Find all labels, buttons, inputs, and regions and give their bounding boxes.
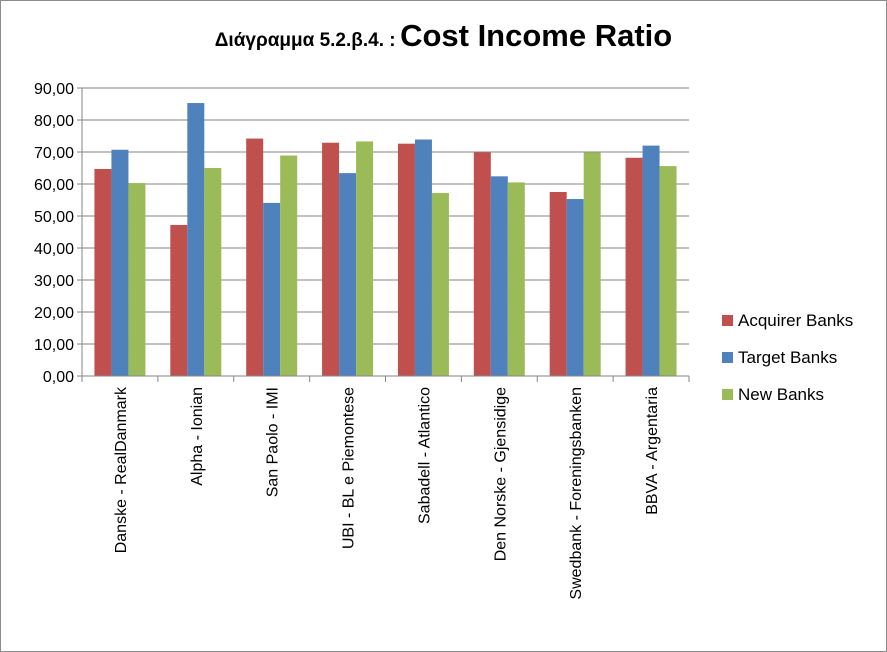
chart-title-main: Cost Income Ratio: [400, 18, 673, 53]
legend-swatch: [722, 352, 733, 363]
bar-new-banks: [356, 141, 374, 376]
bar-new-banks: [128, 183, 146, 376]
bar-acquirer-banks: [473, 152, 491, 376]
y-tick-label: 30,00: [34, 273, 74, 290]
legend-label: Acquirer Banks: [738, 311, 853, 330]
y-tick-label: 70,00: [34, 145, 74, 162]
bar-new-banks: [431, 192, 449, 376]
bar-target-banks: [339, 173, 357, 376]
bar-target-banks: [642, 145, 660, 376]
bar-acquirer-banks: [94, 168, 112, 376]
chart-title-prefix: Διάγραμμα 5.2.β.4. :: [214, 30, 396, 51]
y-tick-label: 10,00: [34, 337, 74, 354]
legend-swatch: [722, 315, 733, 326]
x-tick-label: BBVA - Argentaria: [644, 387, 661, 515]
bars: [94, 103, 677, 376]
bar-acquirer-banks: [625, 157, 643, 376]
bar-acquirer-banks: [170, 224, 188, 376]
bar-acquirer-banks: [549, 192, 567, 376]
y-tick-label: 80,00: [34, 113, 74, 130]
bar-acquirer-banks: [397, 143, 415, 376]
y-tick-label: 60,00: [34, 177, 74, 194]
x-tick-label: Swedbank - Foreningsbanken: [568, 387, 585, 600]
y-tick-label: 0,00: [43, 369, 74, 386]
chart-title: Διάγραμμα 5.2.β.4. : Cost Income Ratio: [0, 18, 887, 54]
x-axis-ticks: Danske - RealDanmark Alpha - Ionian San Pa…: [81, 376, 690, 600]
bar-new-banks: [659, 166, 677, 376]
x-tick-label: Den Norske - Gjensidige: [492, 387, 509, 561]
y-tick-label: 20,00: [34, 305, 74, 322]
bar-new-banks: [280, 155, 298, 376]
legend-label: New Banks: [738, 385, 824, 404]
bar-target-banks: [187, 103, 205, 376]
bar-acquirer-banks: [246, 138, 264, 376]
y-tick-label: 90,00: [34, 81, 74, 98]
x-tick-label: Sabadell - Atlantico: [416, 387, 433, 524]
y-axis-ticks: 0,00 10,00 20,00 30,00 40,00 50,00 60,00 70,00 8…: [34, 81, 82, 386]
bar-target-banks: [490, 176, 508, 376]
bar-new-banks: [204, 168, 222, 376]
bar-target-banks: [566, 199, 584, 376]
bar-new-banks: [583, 152, 601, 376]
bar-target-banks: [111, 149, 129, 376]
bar-target-banks: [414, 139, 432, 376]
x-tick-label: UBI - BL e Piemontese: [341, 387, 358, 549]
bar-new-banks: [507, 182, 525, 376]
legend-label: Target Banks: [738, 348, 837, 367]
y-tick-label: 40,00: [34, 241, 74, 258]
legend-swatch: [722, 389, 733, 400]
y-tick-label: 50,00: [34, 209, 74, 226]
bar-acquirer-banks: [322, 142, 340, 376]
bar-target-banks: [263, 202, 281, 376]
legend: Acquirer Banks Target Banks New Banks: [722, 311, 853, 404]
x-tick-label: San Paolo - IMI: [265, 387, 282, 497]
x-tick-label: Alpha - Ionian: [189, 387, 206, 486]
x-tick-label: Danske - RealDanmark: [113, 386, 130, 553]
